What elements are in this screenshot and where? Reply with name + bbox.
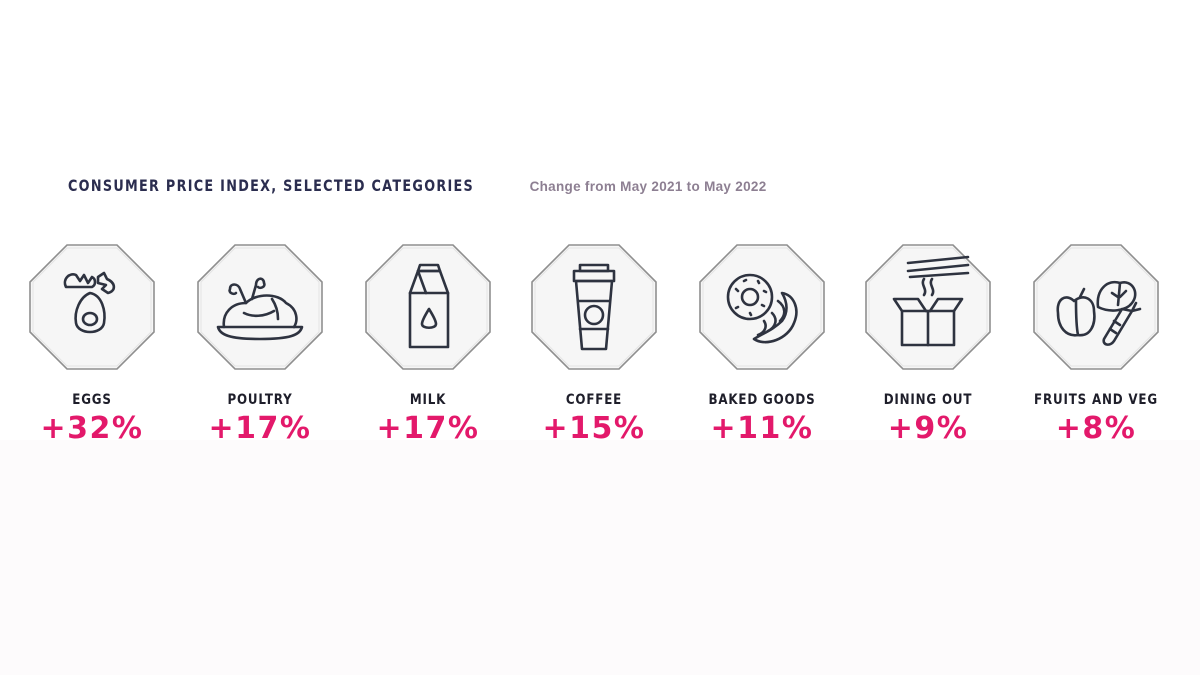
category-item: MILK +17% [343,243,513,446]
category-tile [865,244,991,370]
category-item: FRUITS AND VEG +8% [1011,243,1181,446]
category-tile [29,244,155,370]
category-value: +9% [887,411,969,446]
category-item: POULTRY +17% [175,243,345,446]
category-label: BAKED GOODS [708,392,816,408]
category-value: +11% [710,411,814,446]
chart-subtitle: Change from May 2021 to May 2022 [529,179,767,194]
category-label: COFFEE [565,392,623,408]
chart-header: CONSUMER PRICE INDEX, SELECTED CATEGORIE… [68,176,767,195]
category-label: MILK [409,392,447,408]
category-tile [197,244,323,370]
category-label: DINING OUT [883,392,973,408]
category-tile [531,244,657,370]
takeout-box-chopsticks-icon [892,255,970,347]
vegetables-icon [1056,280,1142,346]
category-row: EGGS +32% POULTRY +17% MILK +17% COFFEE +15%… [0,243,1200,446]
category-item: DINING OUT +9% [843,243,1013,446]
category-value: +32% [40,411,144,446]
category-item: BAKED GOODS +11% [677,243,847,446]
category-item: EGGS +32% [7,243,177,446]
category-value: +17% [376,411,480,446]
category-value: +8% [1055,411,1137,446]
category-item: COFFEE +15% [509,243,679,446]
category-label: POULTRY [227,392,293,408]
donut-croissant-icon [726,273,798,344]
category-tile [1033,244,1159,370]
milk-carton-icon [408,263,450,349]
category-value: +15% [542,411,646,446]
category-tile [365,244,491,370]
roast-chicken-icon [216,277,304,341]
coffee-cup-icon [572,263,616,351]
chart-title: CONSUMER PRICE INDEX, SELECTED CATEGORIE… [68,176,475,195]
category-label: FRUITS AND VEG [1034,392,1158,408]
category-label: EGGS [72,392,112,408]
category-value: +17% [208,411,312,446]
egg-icon [63,271,116,334]
category-tile [699,244,825,370]
